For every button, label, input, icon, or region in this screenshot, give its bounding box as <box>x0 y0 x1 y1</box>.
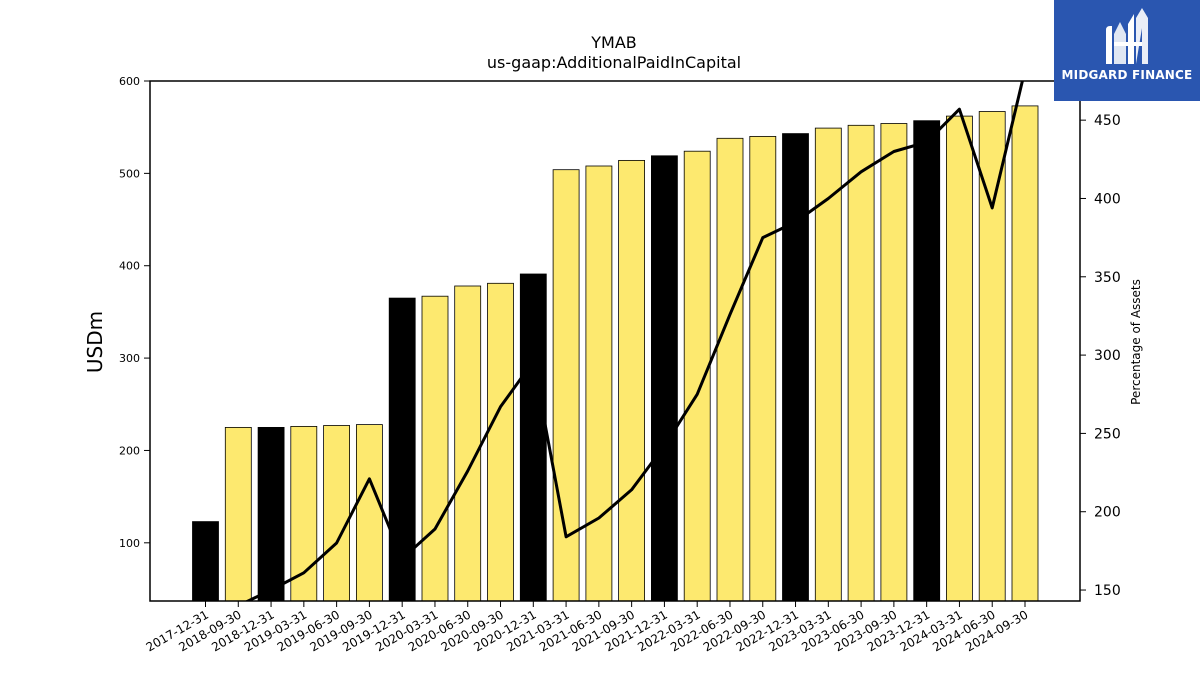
bar-2024-09-30 <box>1011 105 1039 602</box>
midgard-logo-icon <box>1106 8 1148 64</box>
bar-2020-09-30 <box>487 282 514 602</box>
y-tick-label: 400 <box>119 260 140 273</box>
brand-logo: MIDGARD FINANCE <box>1054 0 1200 101</box>
right-axis: 150 200 250 300 350 400 450 <box>1080 113 1121 599</box>
y2-tick-label: 450 <box>1094 113 1121 129</box>
bar-2018-09-30 <box>224 426 252 602</box>
bar-2022-09-30 <box>749 135 777 602</box>
plot-frame <box>149 80 1081 602</box>
percentage-of-assets-line <box>244 81 1024 601</box>
bar-2019-06-30 <box>323 425 351 602</box>
bar-2020-03-31 <box>421 295 449 602</box>
y2-tick-label: 200 <box>1094 505 1121 521</box>
bar-2024-03-31 <box>946 115 973 602</box>
line-layer <box>244 81 1024 601</box>
bar-2018-12-31 <box>257 426 285 602</box>
bar-2020-06-30 <box>454 285 482 602</box>
y-tick-label: 300 <box>119 352 140 365</box>
brand-name: MIDGARD FINANCE <box>1061 68 1193 82</box>
y2-tick-label: 350 <box>1094 270 1121 286</box>
bar-2021-06-30 <box>585 165 613 602</box>
bar-2022-12-31 <box>782 133 809 602</box>
y2-tick-label: 250 <box>1094 426 1121 442</box>
bar-2019-09-30 <box>355 424 383 602</box>
x-axis: 2017-12-312018-09-302018-12-312019-03-31… <box>144 601 1031 654</box>
y-axis-label: USDm <box>83 311 107 373</box>
bar-2022-03-31 <box>683 150 711 602</box>
bar-2021-12-31 <box>651 155 678 602</box>
chart-title: YMAB <box>590 33 637 52</box>
y-tick-label: 200 <box>119 444 140 457</box>
bar-2023-09-30 <box>880 123 908 602</box>
y-tick-label: 600 <box>119 75 140 88</box>
bar-2021-09-30 <box>618 159 645 602</box>
y-tick-label: 100 <box>119 537 140 550</box>
bar-2022-06-30 <box>716 137 744 602</box>
bar-2017-12-31 <box>192 521 219 602</box>
y2-tick-label: 400 <box>1094 191 1121 207</box>
bar-2019-03-31 <box>290 425 318 602</box>
left-axis: 100 200 300 400 500 600 <box>119 75 150 550</box>
bar-2020-12-31 <box>519 273 547 602</box>
bar-2023-12-31 <box>913 120 941 602</box>
bar-2023-03-31 <box>814 127 842 602</box>
bar-2024-06-30 <box>978 111 1006 602</box>
chart-subtitle: us-gaap:AdditionalPaidInCapital <box>487 53 741 72</box>
y2-tick-label: 150 <box>1094 583 1121 599</box>
y2-tick-label: 300 <box>1094 348 1121 364</box>
y-tick-label: 500 <box>119 167 140 180</box>
bar-layer <box>192 105 1039 602</box>
bar-2023-06-30 <box>847 124 875 602</box>
y2-axis-label: Percentage of Assets <box>1129 279 1143 405</box>
